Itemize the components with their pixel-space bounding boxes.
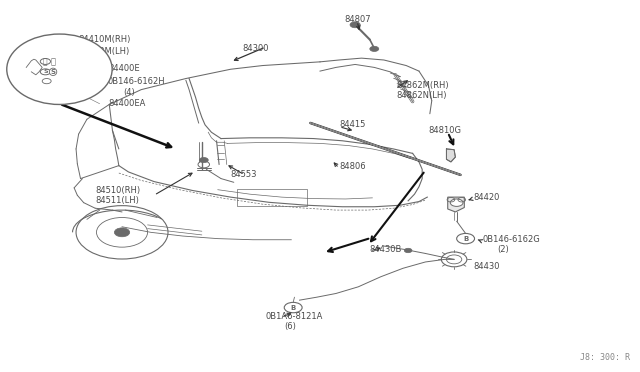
Text: Ⓢ: Ⓢ xyxy=(43,57,48,66)
Text: 84862M(RH): 84862M(RH) xyxy=(397,81,449,90)
Text: 84430: 84430 xyxy=(473,262,500,271)
Text: 84400EA: 84400EA xyxy=(108,99,145,108)
Text: 84410M(RH): 84410M(RH) xyxy=(79,35,131,44)
Circle shape xyxy=(199,157,208,163)
Text: (6): (6) xyxy=(284,321,296,331)
Text: 84553: 84553 xyxy=(230,170,257,179)
Text: 84413M(LH): 84413M(LH) xyxy=(79,47,130,56)
Text: 0B1A6-8121A: 0B1A6-8121A xyxy=(266,312,323,321)
Circle shape xyxy=(404,248,412,253)
Circle shape xyxy=(115,228,130,237)
Text: 84511(LH): 84511(LH) xyxy=(95,196,139,205)
Text: 0B146-6162G: 0B146-6162G xyxy=(483,235,541,244)
Text: 84420: 84420 xyxy=(473,193,500,202)
Text: S: S xyxy=(43,69,48,74)
Circle shape xyxy=(350,22,360,28)
Bar xyxy=(237,189,307,206)
Text: 84810G: 84810G xyxy=(429,126,461,135)
Text: Ⓢ: Ⓢ xyxy=(51,57,56,66)
Text: (4): (4) xyxy=(124,88,135,97)
Circle shape xyxy=(370,46,379,51)
Text: 84862N(LH): 84862N(LH) xyxy=(397,91,447,100)
Polygon shape xyxy=(448,197,465,212)
Text: B: B xyxy=(291,305,296,311)
Text: B: B xyxy=(463,235,468,242)
Text: 0B146-6162H: 0B146-6162H xyxy=(108,77,166,86)
Text: (2): (2) xyxy=(497,244,509,253)
Circle shape xyxy=(451,199,463,206)
Text: 84300: 84300 xyxy=(242,44,269,53)
Text: 84430B: 84430B xyxy=(370,244,402,253)
Text: 84807: 84807 xyxy=(344,15,371,24)
Ellipse shape xyxy=(7,34,112,105)
Text: 84415: 84415 xyxy=(339,121,365,129)
Text: J8: 300: R: J8: 300: R xyxy=(580,353,630,362)
Text: 84806: 84806 xyxy=(339,162,366,171)
Polygon shape xyxy=(447,149,456,162)
Text: S: S xyxy=(51,69,56,75)
Text: 84510(RH): 84510(RH) xyxy=(95,186,140,195)
Text: 84400E: 84400E xyxy=(108,64,140,73)
